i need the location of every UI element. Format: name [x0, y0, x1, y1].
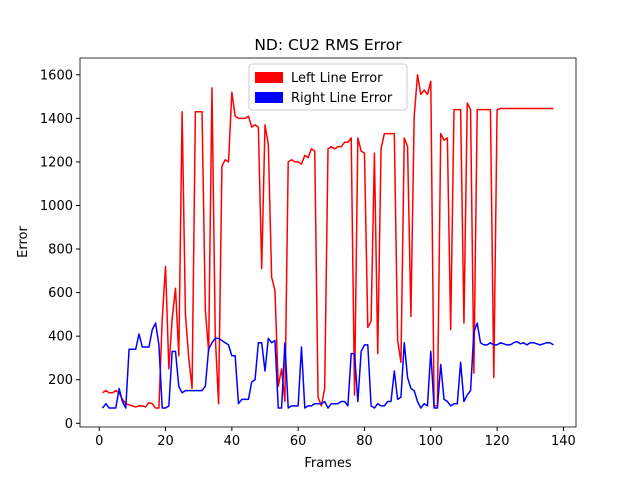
plot-frame: [79, 57, 577, 428]
x-tick-label: 0: [95, 434, 103, 449]
legend-box: [248, 63, 408, 111]
x-tick-label: 100: [418, 434, 443, 449]
legend-label: Left Line Error: [291, 71, 383, 86]
x-tick-label: 20: [157, 434, 174, 449]
y-tick-label: 1200: [40, 155, 73, 170]
y-tick-label: 400: [48, 330, 73, 345]
legend-swatch: [255, 92, 283, 103]
y-tick-label: 200: [48, 373, 73, 388]
y-tick-label: 1400: [40, 112, 73, 127]
y-tick-label: 0: [65, 417, 73, 432]
x-tick-label: 40: [224, 434, 241, 449]
legend-label: Right Line Error: [291, 91, 393, 106]
line-series: [102, 74, 554, 409]
x-tick-label: 120: [485, 434, 510, 449]
line-series: [101, 322, 554, 409]
y-tick-label: 1000: [40, 199, 73, 214]
y-tick-label: 1600: [40, 68, 73, 83]
x-tick-label: 140: [551, 434, 576, 449]
x-tick-label: 60: [290, 434, 307, 449]
x-tick-label: 80: [356, 434, 373, 449]
legend-swatch: [255, 72, 283, 83]
chart-title: ND: CU2 RMS Error: [254, 36, 402, 54]
y-tick-label: 800: [48, 243, 73, 258]
x-axis-label: Frames: [304, 456, 352, 471]
y-tick-label: 600: [48, 286, 73, 301]
y-axis-label: Error: [16, 226, 31, 258]
